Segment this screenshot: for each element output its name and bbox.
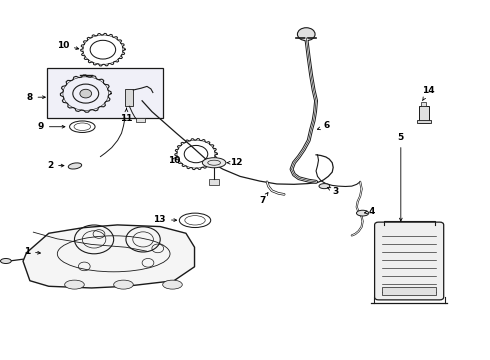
Text: 13: 13 bbox=[153, 215, 176, 224]
Ellipse shape bbox=[319, 184, 330, 189]
Ellipse shape bbox=[0, 258, 11, 264]
Text: 10: 10 bbox=[168, 156, 180, 165]
Text: 9: 9 bbox=[37, 122, 65, 131]
Ellipse shape bbox=[114, 280, 133, 289]
Bar bbox=[382, 287, 436, 295]
Text: 8: 8 bbox=[26, 93, 45, 102]
Polygon shape bbox=[23, 225, 195, 288]
Text: 2: 2 bbox=[47, 161, 64, 170]
FancyBboxPatch shape bbox=[374, 222, 444, 300]
Bar bbox=[421, 102, 426, 106]
Circle shape bbox=[297, 28, 315, 41]
Bar bbox=[136, 118, 145, 122]
Ellipse shape bbox=[65, 280, 84, 289]
Text: 4: 4 bbox=[365, 207, 375, 216]
Bar bbox=[417, 120, 431, 123]
Text: 6: 6 bbox=[318, 122, 330, 130]
Text: 1: 1 bbox=[24, 247, 40, 256]
Text: 3: 3 bbox=[327, 187, 339, 196]
Ellipse shape bbox=[163, 280, 182, 289]
Ellipse shape bbox=[202, 158, 226, 168]
Bar bbox=[125, 89, 133, 106]
Ellipse shape bbox=[68, 163, 82, 169]
Text: 11: 11 bbox=[120, 108, 133, 122]
Text: 5: 5 bbox=[398, 133, 404, 221]
Circle shape bbox=[80, 89, 92, 98]
Ellipse shape bbox=[356, 210, 368, 216]
Bar bbox=[47, 68, 163, 118]
Bar bbox=[419, 106, 429, 123]
Text: 10: 10 bbox=[56, 40, 79, 50]
Bar bbox=[209, 179, 219, 185]
Text: 12: 12 bbox=[227, 158, 243, 167]
Text: 7: 7 bbox=[259, 193, 268, 205]
Text: 14: 14 bbox=[422, 86, 435, 100]
